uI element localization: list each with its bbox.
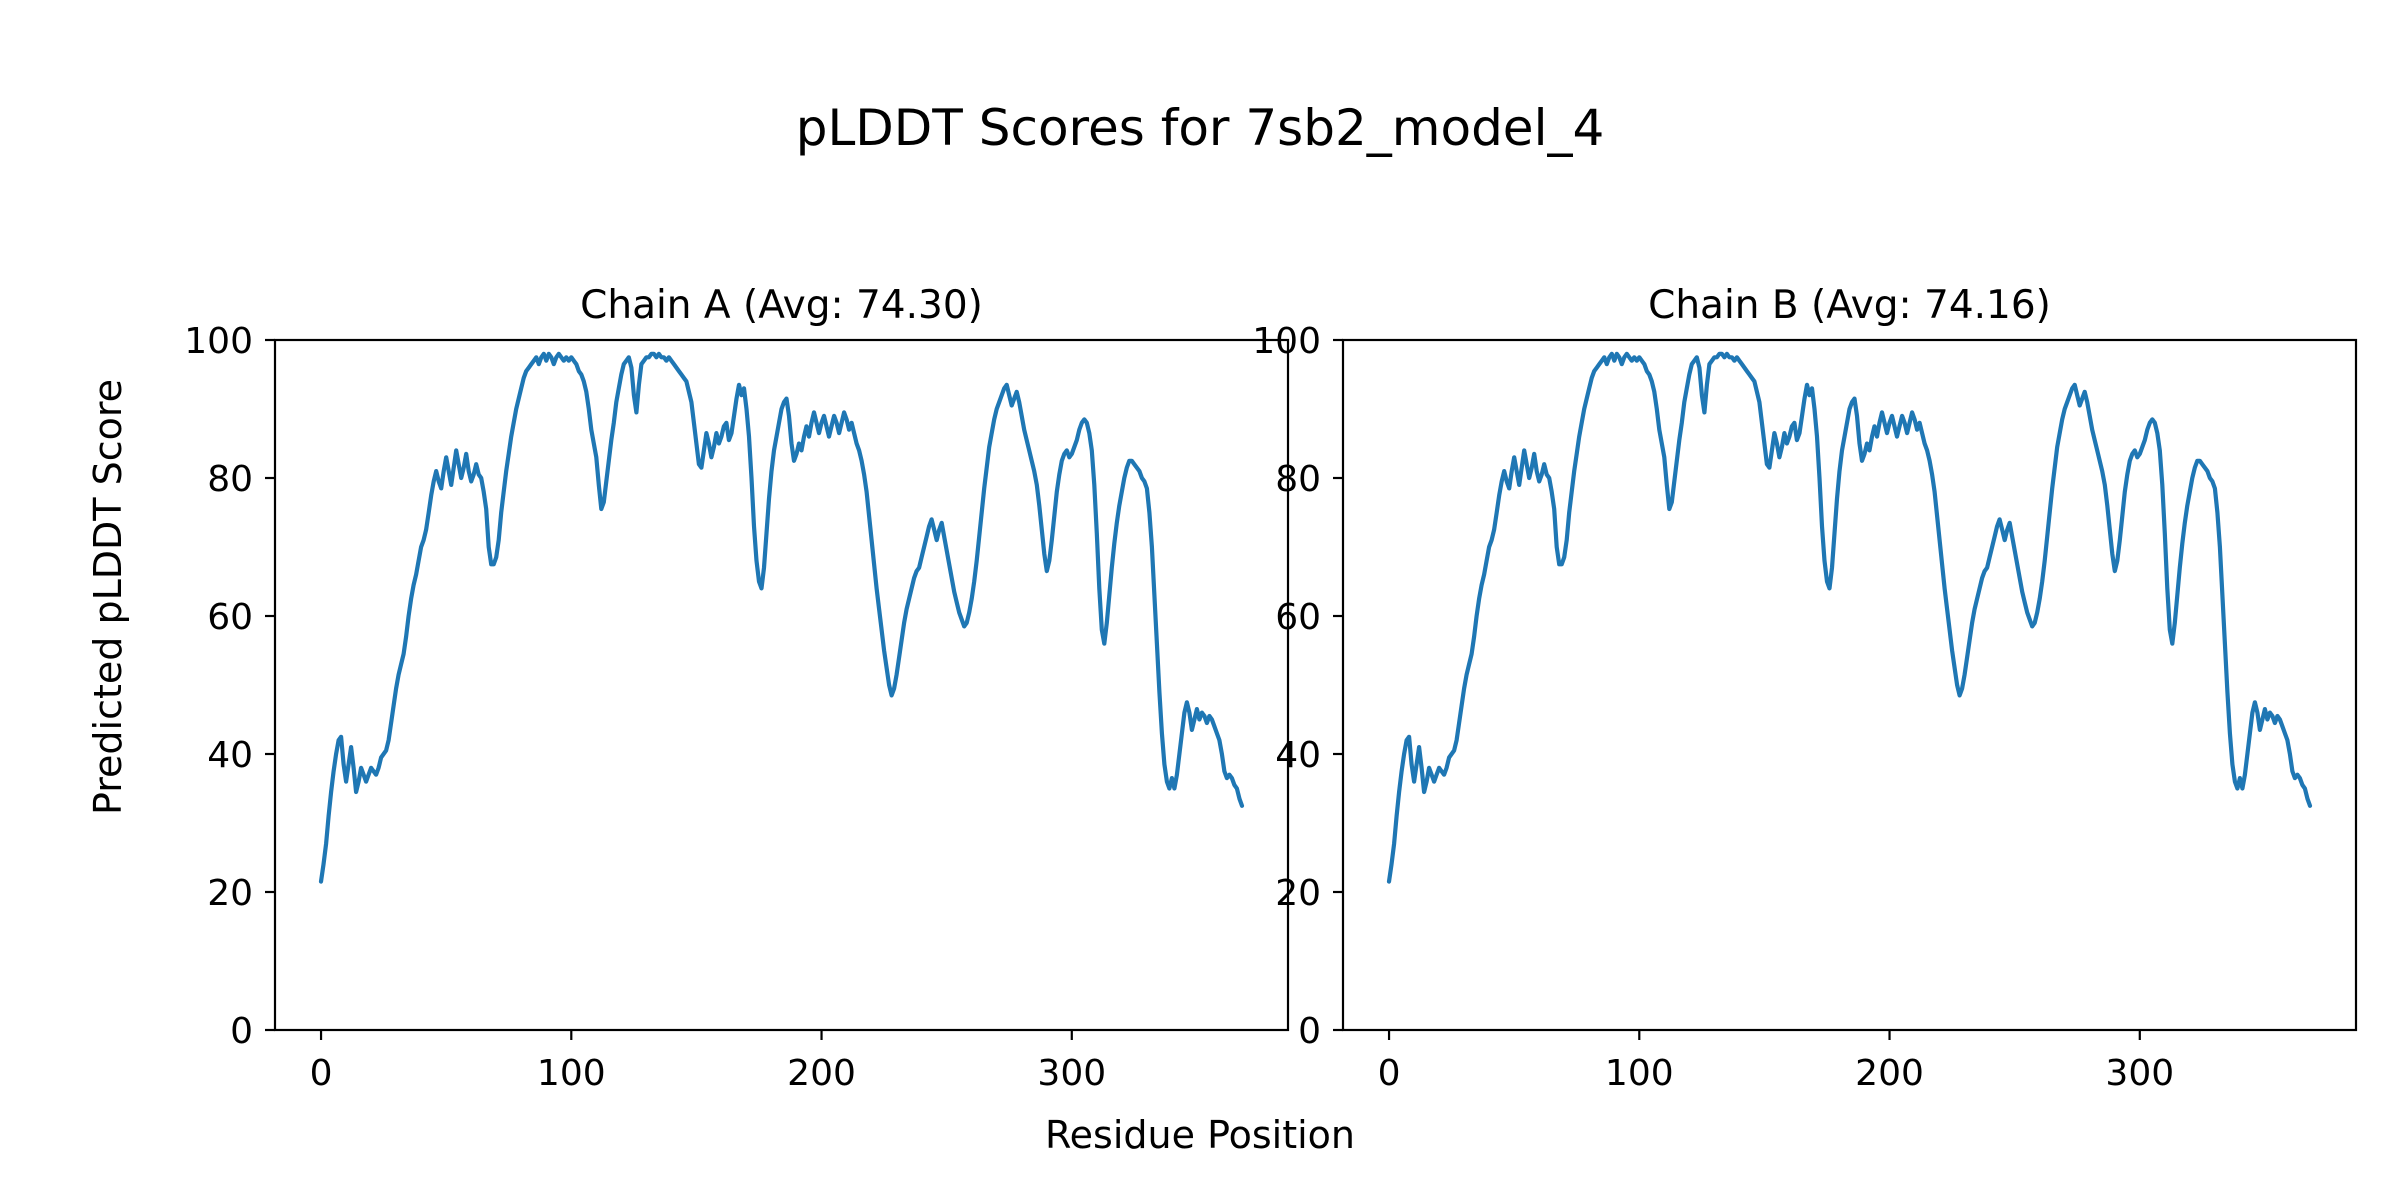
x-tick-label: 300: [2105, 1053, 2174, 1094]
y-tick-label: 100: [184, 321, 253, 362]
chain-a-axes: 0 100 200 300 0 20 40 60 80 100: [184, 321, 1290, 1094]
chain-b-title: Chain B (Avg: 74.16): [1648, 283, 2051, 328]
y-tick-label: 20: [1275, 873, 1321, 914]
y-tick-label: 40: [207, 735, 253, 776]
y-tick-label: 80: [207, 459, 253, 500]
y-tick-label: 20: [207, 873, 253, 914]
x-tick-label: 100: [1605, 1053, 1674, 1094]
y-tick-label: 100: [1252, 321, 1321, 362]
x-tick-label: 200: [1855, 1053, 1924, 1094]
axes-frame: [273, 338, 1290, 1032]
x-tick-label: 200: [787, 1053, 856, 1094]
plddt-line-chain-b: [1386, 351, 2313, 884]
chain-b-axes: 0 100 200 300 0 20 40 60 80 100: [1252, 321, 2358, 1094]
y-tick-label: 60: [1275, 597, 1321, 638]
chain-a-title: Chain A (Avg: 74.30): [580, 283, 983, 328]
x-tick-label: 300: [1037, 1053, 1106, 1094]
y-tick-label: 0: [230, 1011, 253, 1052]
figure-title: pLDDT Scores for 7sb2_model_4: [795, 99, 1605, 157]
x-axis-label: Residue Position: [1044, 1113, 1356, 1157]
y-tick-label: 0: [1298, 1011, 1321, 1052]
x-tick-label: 100: [537, 1053, 606, 1094]
y-tick-label: 80: [1275, 459, 1321, 500]
axes-frame: [1341, 338, 2358, 1032]
x-tick-label: 0: [1378, 1053, 1401, 1094]
plddt-line-chain-a: [318, 351, 1245, 884]
y-tick-label: 40: [1275, 735, 1321, 776]
y-tick-label: 60: [207, 597, 253, 638]
x-tick-label: 0: [310, 1053, 333, 1094]
